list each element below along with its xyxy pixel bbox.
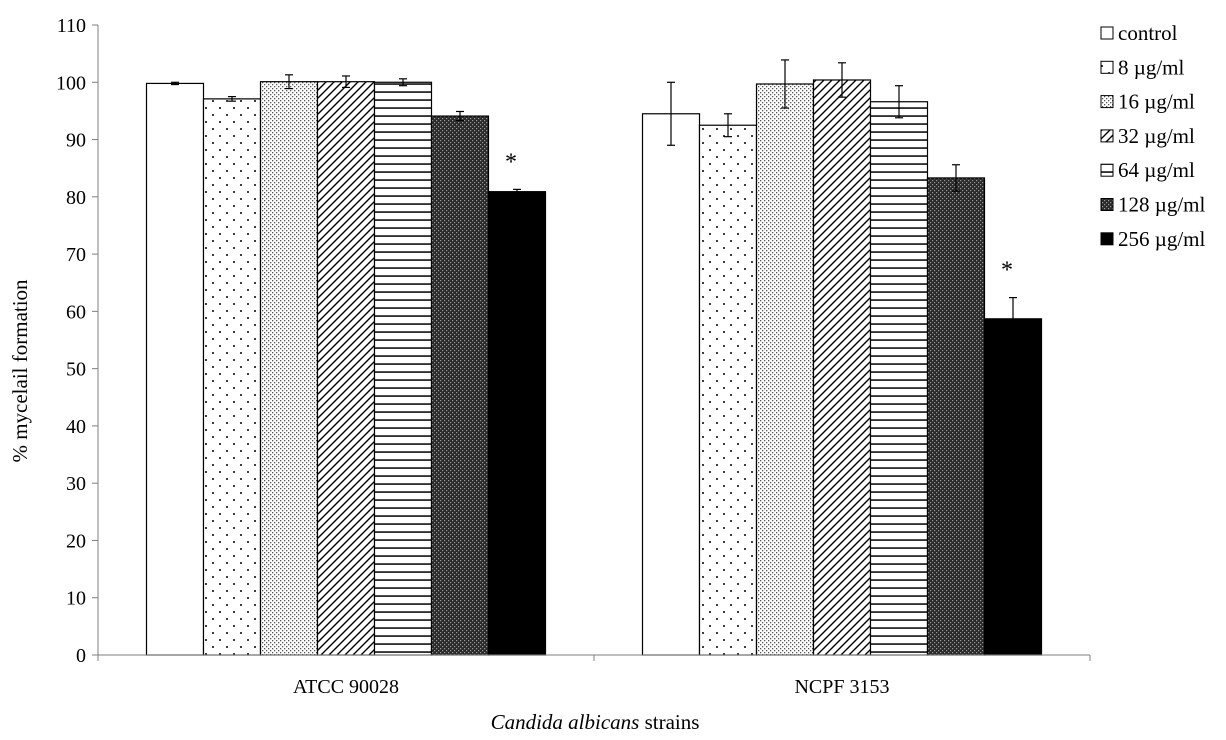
legend-swatch <box>1100 163 1114 177</box>
legend-swatch <box>1100 198 1114 211</box>
error-bar-ncpf-3153-64-ug-ml <box>895 85 903 119</box>
legend-label: 8 µg/ml <box>1118 55 1185 79</box>
x-axis-title-rest: strains <box>639 710 699 734</box>
y-tick-label: 20 <box>66 530 86 552</box>
legend-swatch <box>1100 26 1114 40</box>
y-tick-label: 50 <box>66 359 86 381</box>
legend-swatch <box>1100 232 1114 246</box>
error-bar-atcc-90028-64-ug-ml <box>399 78 407 87</box>
legend-label: 16 µg/ml <box>1118 90 1195 114</box>
y-tick-label: 80 <box>66 187 86 209</box>
error-bar-atcc-90028-32-ug-ml <box>342 75 350 89</box>
legend-swatch <box>1100 129 1114 143</box>
error-bar-ncpf-3153-control <box>667 81 675 146</box>
legend-label: 64 µg/ml <box>1118 158 1195 182</box>
error-bar-ncpf-3153-256-ug-ml <box>1009 297 1017 341</box>
x-tick-label-atcc-90028: ATCC 90028 <box>293 676 399 698</box>
plot-area: ** <box>145 59 1043 656</box>
error-bar-ncpf-3153-128-ug-ml <box>952 164 960 192</box>
significance-marker: * <box>505 149 517 175</box>
x-axis: ATCC 90028 NCPF 3153 <box>97 654 1091 698</box>
error-bar-ncpf-3153-8-ug-ml <box>724 113 732 138</box>
legend-label: 128 µg/ml <box>1118 193 1206 217</box>
y-tick-label: 0 <box>76 645 86 667</box>
error-bar-atcc-90028-256-ug-ml <box>513 188 521 195</box>
error-bar-ncpf-3153-32-ug-ml <box>838 62 846 98</box>
y-tick-label: 60 <box>66 301 86 323</box>
error-bar-atcc-90028-128-ug-ml <box>456 110 464 122</box>
bar-atcc-90028-256-ug-ml <box>487 191 547 656</box>
legend-item-16-ug-ml: 16 µg/ml <box>1100 90 1195 114</box>
legend-item-8-ug-ml: 8 µg/ml <box>1100 55 1185 79</box>
x-axis-title: Candida albicans strains <box>491 710 700 734</box>
bar-atcc-90028-128-ug-ml <box>430 115 490 656</box>
legend-item-256-ug-ml: 256 µg/ml <box>1100 227 1206 251</box>
y-tick-label: 100 <box>56 72 86 94</box>
bar-ncpf-3153-32-ug-ml <box>812 79 872 656</box>
legend-label: 32 µg/ml <box>1118 124 1195 148</box>
bar-ncpf-3153-64-ug-ml <box>869 101 929 656</box>
bar-ncpf-3153-128-ug-ml <box>926 177 986 656</box>
significance-marker: * <box>1001 258 1013 284</box>
bar-ncpf-3153-256-ug-ml <box>983 318 1043 656</box>
bar-atcc-90028-64-ug-ml <box>373 81 433 656</box>
x-axis-title-italic: Candida albicans <box>491 710 640 734</box>
bar-atcc-90028-control <box>145 82 205 656</box>
error-bar-atcc-90028-control <box>171 81 179 86</box>
y-tick-label: 70 <box>66 244 86 266</box>
bar-ncpf-3153-16-ug-ml <box>755 83 815 656</box>
error-bar-atcc-90028-8-ug-ml <box>228 95 236 102</box>
legend-label: control <box>1118 21 1178 45</box>
legend-item-64-ug-ml: 64 µg/ml <box>1100 158 1195 182</box>
y-tick-label: 90 <box>66 130 86 152</box>
x-tick-label-ncpf-3153: NCPF 3153 <box>794 676 889 698</box>
legend: control 8 µg/ml 16 µg/ml 32 µg/ml 64 µg/ml 12… <box>1100 21 1206 251</box>
error-bar-atcc-90028-16-ug-ml <box>285 74 293 90</box>
legend-item-128-ug-ml: 128 µg/ml <box>1100 193 1206 217</box>
y-tick-label: 10 <box>66 588 86 610</box>
legend-swatch <box>1100 60 1114 74</box>
y-tick-label: 110 <box>57 15 86 37</box>
y-axis: 0 10 20 30 40 50 60 70 80 90 100 110 <box>56 15 99 667</box>
bar-ncpf-3153-8-ug-ml <box>698 124 758 656</box>
y-tick-label: 30 <box>66 473 86 495</box>
legend-item-32-ug-ml: 32 µg/ml <box>1100 124 1195 148</box>
legend-label: 256 µg/ml <box>1118 227 1206 251</box>
legend-item-control: control <box>1100 21 1178 45</box>
legend-swatch <box>1100 95 1114 109</box>
bar-atcc-90028-32-ug-ml <box>316 81 376 656</box>
error-bar-ncpf-3153-16-ug-ml <box>781 59 789 109</box>
bar-ncpf-3153-control <box>641 113 701 656</box>
y-axis-title: % mycelail formation <box>8 279 32 463</box>
bar-atcc-90028-16-ug-ml <box>259 81 319 656</box>
bar-atcc-90028-8-ug-ml <box>202 98 262 656</box>
y-tick-label: 40 <box>66 416 86 438</box>
